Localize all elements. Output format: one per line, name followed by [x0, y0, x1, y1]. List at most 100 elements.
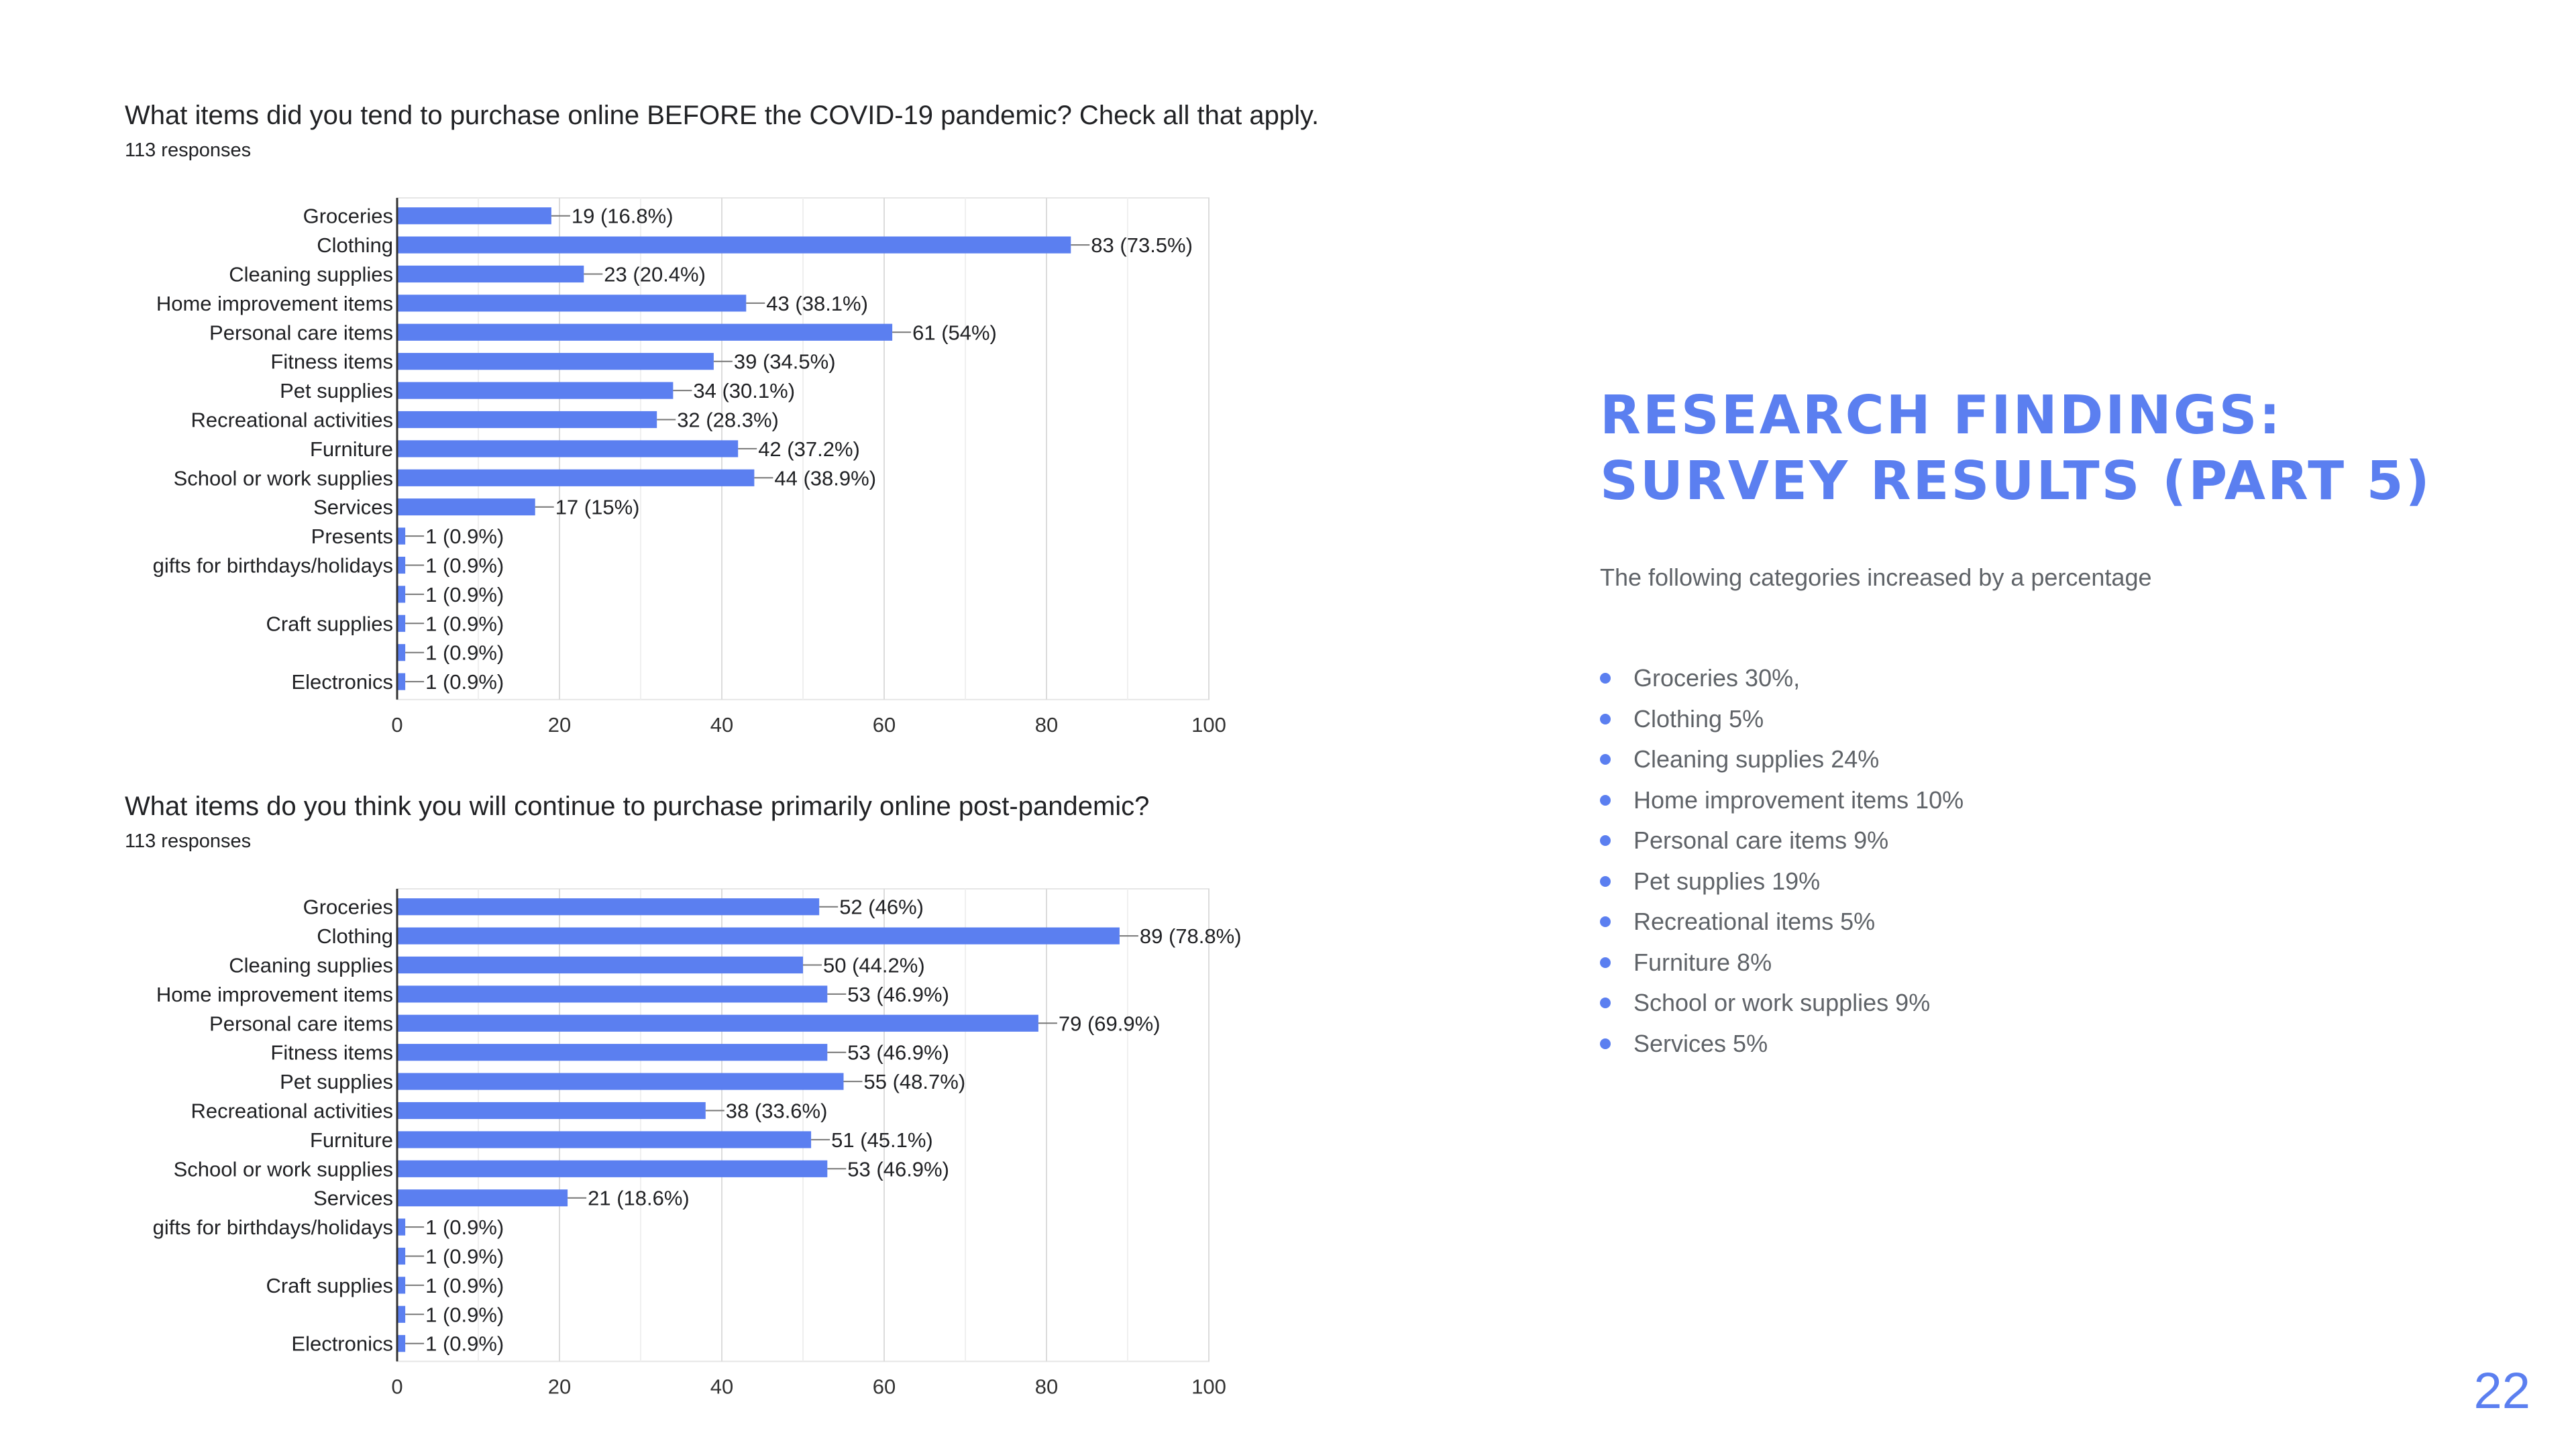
category-label: Fitness items [270, 1041, 393, 1065]
category-label: Cleaning supplies [229, 954, 393, 977]
chart-title: What items did you tend to purchase onli… [125, 101, 1320, 130]
bar [397, 207, 551, 225]
data-label: 1 (0.9%) [425, 612, 504, 635]
data-label: 51 (45.1%) [831, 1128, 933, 1152]
bar [397, 1335, 406, 1352]
x-tick-label: 40 [710, 1375, 733, 1398]
bar [397, 614, 406, 632]
bar [397, 323, 893, 341]
bullet-icon [1600, 713, 1611, 724]
bar [397, 1160, 828, 1177]
finding-text: Groceries 30%, [1633, 664, 1801, 692]
bar [397, 673, 406, 690]
bar [397, 1014, 1038, 1032]
finding-text: Furniture 8% [1633, 948, 1772, 976]
data-label: 83 (73.5%) [1091, 233, 1193, 257]
data-label: 44 (38.9%) [774, 466, 876, 490]
x-tick-label: 0 [391, 1375, 402, 1398]
chart-response-count: 113 responses [125, 140, 252, 161]
x-tick-label: 60 [873, 713, 896, 737]
findings-list: Groceries 30%, Clothing 5% Cleaning suppli… [1600, 664, 1964, 1070]
bar [397, 353, 714, 370]
bar [397, 956, 803, 974]
page-number: 22 [2473, 1362, 2530, 1419]
category-label: School or work supplies [174, 1157, 393, 1181]
category-label: gifts for birthdays/holidays [153, 554, 393, 578]
data-label: 1 (0.9%) [425, 670, 504, 694]
bar [397, 411, 657, 429]
data-label: 17 (15%) [555, 496, 640, 519]
bar [397, 1218, 406, 1236]
finding-text: School or work supplies 9% [1633, 989, 1931, 1016]
x-tick-label: 80 [1035, 713, 1058, 737]
finding-text: Pet supplies 19% [1633, 867, 1821, 895]
data-label: 79 (69.9%) [1059, 1012, 1161, 1035]
bar [397, 644, 406, 661]
x-tick-label: 20 [548, 713, 571, 737]
headline-line-2: SURVEY RESULTS (PART 5) [1600, 450, 2432, 512]
category-label: Craft supplies [266, 612, 393, 635]
finding-item: Clothing 5% [1600, 705, 1964, 746]
bar [397, 1044, 828, 1061]
bullet-icon [1600, 1038, 1611, 1049]
chart-response-count: 113 responses [125, 830, 252, 852]
bar [397, 1102, 706, 1120]
bar [397, 294, 747, 312]
data-label: 1 (0.9%) [425, 1303, 504, 1326]
data-label: 50 (44.2%) [823, 954, 925, 977]
bar [397, 440, 739, 458]
bar [397, 498, 535, 516]
bar [397, 1305, 406, 1323]
bar [397, 1073, 844, 1090]
category-label: gifts for birthdays/holidays [153, 1216, 393, 1239]
finding-item: Personal care items 9% [1600, 826, 1964, 867]
bar-chart-before-pandemic: 0 20 40 60 80 100 Groceries 19 (16.8%) Clothing 8… [153, 197, 1226, 737]
category-label: Groceries [303, 205, 393, 228]
x-tick-label: 60 [873, 1375, 896, 1398]
data-label: 39 (34.5%) [734, 350, 836, 374]
headline-line-1: RESEARCH FINDINGS: [1600, 384, 2283, 446]
category-label: Personal care items [209, 321, 393, 344]
x-tick-label: 80 [1035, 1375, 1058, 1398]
category-label: Services [313, 496, 393, 519]
bullet-icon [1600, 794, 1611, 806]
bar [397, 265, 584, 283]
data-label: 1 (0.9%) [425, 1216, 504, 1239]
finding-item: Cleaning supplies 24% [1600, 745, 1964, 786]
category-label: Pet supplies [280, 379, 393, 402]
chart-title: What items do you think you will continu… [125, 792, 1150, 821]
data-label: 61 (54%) [912, 321, 997, 344]
data-label: 38 (33.6%) [726, 1099, 828, 1123]
bar [397, 382, 674, 399]
bullet-icon [1600, 957, 1611, 968]
data-label: 1 (0.9%) [425, 1245, 504, 1269]
category-label: Fitness items [270, 350, 393, 374]
bar [397, 1131, 812, 1148]
finding-item: Home improvement items 10% [1600, 786, 1964, 827]
bullet-icon [1600, 835, 1611, 846]
data-label: 53 (46.9%) [847, 1157, 949, 1181]
category-label: Groceries [303, 896, 393, 919]
bar [397, 236, 1071, 254]
bar [397, 898, 820, 916]
bullet-icon [1600, 916, 1611, 927]
category-label: School or work supplies [174, 466, 393, 490]
data-label: 53 (46.9%) [847, 983, 949, 1006]
category-label: Recreational activities [191, 409, 393, 432]
data-label: 1 (0.9%) [425, 554, 504, 578]
x-tick-label: 0 [391, 713, 402, 737]
category-label: Pet supplies [280, 1070, 393, 1093]
data-label: 34 (30.1%) [693, 379, 795, 402]
bar [397, 586, 406, 603]
category-label: Home improvement items [156, 983, 393, 1006]
bullet-icon [1600, 754, 1611, 765]
bar [397, 527, 406, 545]
finding-item: Services 5% [1600, 1030, 1964, 1071]
x-tick-label: 40 [710, 713, 733, 737]
headline: RESEARCH FINDINGS: SURVEY RESULTS (PART … [1600, 382, 2472, 514]
category-label: Services [313, 1187, 393, 1210]
finding-item: School or work supplies 9% [1600, 989, 1964, 1030]
data-label: 43 (38.1%) [766, 292, 868, 315]
category-label: Furniture [310, 1128, 393, 1152]
bar [397, 1247, 406, 1265]
